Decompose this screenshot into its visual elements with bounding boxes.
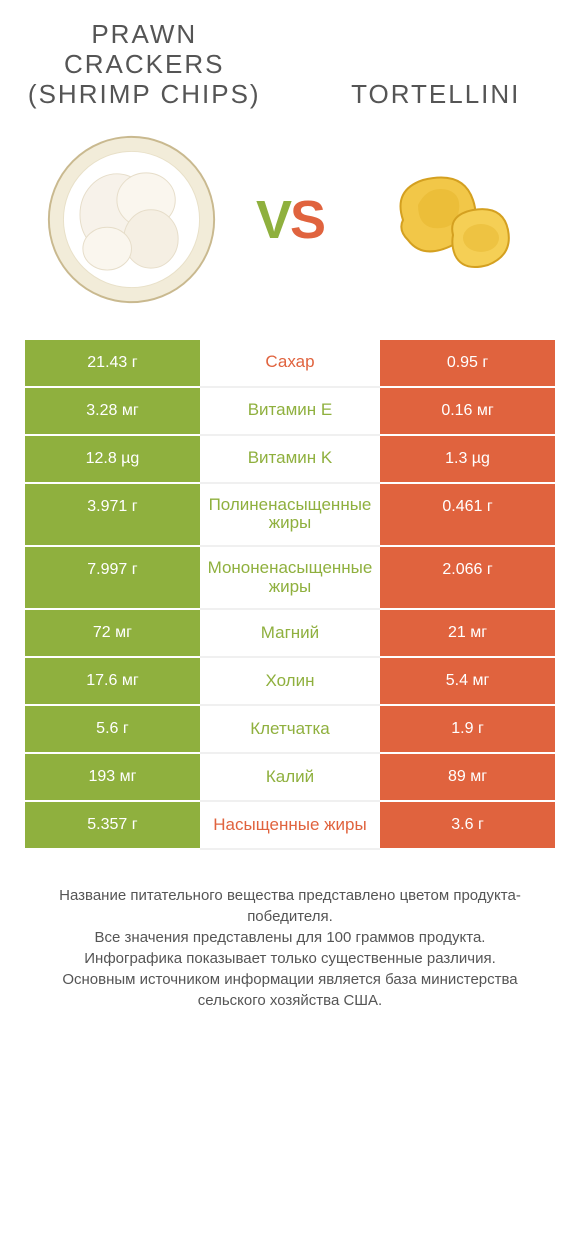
tortellini-image xyxy=(358,130,538,310)
value-right: 0.16 мг xyxy=(380,388,555,436)
title-right: TORTELLINI xyxy=(317,80,556,110)
vs-s: S xyxy=(290,190,324,250)
nutrient-label: Сахар xyxy=(200,340,380,388)
table-row: 193 мгКалий89 мг xyxy=(25,754,555,802)
nutrient-label: Мононенасыщенные жиры xyxy=(200,547,380,610)
footer-line-1: Название питательного вещества представл… xyxy=(35,885,545,927)
value-left: 3.28 мг xyxy=(25,388,200,436)
value-left: 3.971 г xyxy=(25,484,200,547)
prawn-crackers-image xyxy=(42,130,222,310)
value-right: 3.6 г xyxy=(380,802,555,850)
nutrient-label: Холин xyxy=(200,658,380,706)
footer-text: Название питательного вещества представл… xyxy=(25,885,555,1011)
nutrient-label: Клетчатка xyxy=(200,706,380,754)
table-row: 5.357 гНасыщенные жиры3.6 г xyxy=(25,802,555,850)
value-right: 21 мг xyxy=(380,610,555,658)
value-right: 89 мг xyxy=(380,754,555,802)
footer-line-4: Основным источником информации является … xyxy=(35,969,545,1011)
hero-row: VS xyxy=(25,130,555,310)
nutrient-label: Витамин E xyxy=(200,388,380,436)
value-left: 12.8 µg xyxy=(25,436,200,484)
value-left: 7.997 г xyxy=(25,547,200,610)
nutrient-label: Полиненасыщенные жиры xyxy=(200,484,380,547)
table-row: 12.8 µgВитамин K1.3 µg xyxy=(25,436,555,484)
value-left: 193 мг xyxy=(25,754,200,802)
value-right: 0.95 г xyxy=(380,340,555,388)
value-left: 72 мг xyxy=(25,610,200,658)
nutrient-label: Насыщенные жиры xyxy=(200,802,380,850)
table-row: 3.971 гПолиненасыщенные жиры0.461 г xyxy=(25,484,555,547)
table-row: 21.43 гСахар0.95 г xyxy=(25,340,555,388)
value-left: 17.6 мг xyxy=(25,658,200,706)
footer-line-2: Все значения представлены для 100 граммо… xyxy=(35,927,545,948)
value-right: 2.066 г xyxy=(380,547,555,610)
footer-line-3: Инфографика показывает только существенн… xyxy=(35,948,545,969)
value-right: 1.3 µg xyxy=(380,436,555,484)
table-row: 72 мгМагний21 мг xyxy=(25,610,555,658)
infographic-container: PRAWN CRACKERS (SHRIMP CHIPS) TORTELLINI… xyxy=(0,0,580,1234)
titles-row: PRAWN CRACKERS (SHRIMP CHIPS) TORTELLINI xyxy=(25,20,555,110)
value-right: 1.9 г xyxy=(380,706,555,754)
nutrient-label: Витамин K xyxy=(200,436,380,484)
table-row: 3.28 мгВитамин E0.16 мг xyxy=(25,388,555,436)
value-right: 5.4 мг xyxy=(380,658,555,706)
nutrient-label: Магний xyxy=(200,610,380,658)
nutrient-table: 21.43 гСахар0.95 г3.28 мгВитамин E0.16 м… xyxy=(25,340,555,851)
title-left: PRAWN CRACKERS (SHRIMP CHIPS) xyxy=(25,20,264,110)
table-row: 17.6 мгХолин5.4 мг xyxy=(25,658,555,706)
table-row: 5.6 гКлетчатка1.9 г xyxy=(25,706,555,754)
vs-label: VS xyxy=(256,189,324,251)
value-left: 5.6 г xyxy=(25,706,200,754)
vs-v: V xyxy=(256,190,290,250)
nutrient-label: Калий xyxy=(200,754,380,802)
value-left: 21.43 г xyxy=(25,340,200,388)
table-row: 7.997 гМононенасыщенные жиры2.066 г xyxy=(25,547,555,610)
value-left: 5.357 г xyxy=(25,802,200,850)
value-right: 0.461 г xyxy=(380,484,555,547)
